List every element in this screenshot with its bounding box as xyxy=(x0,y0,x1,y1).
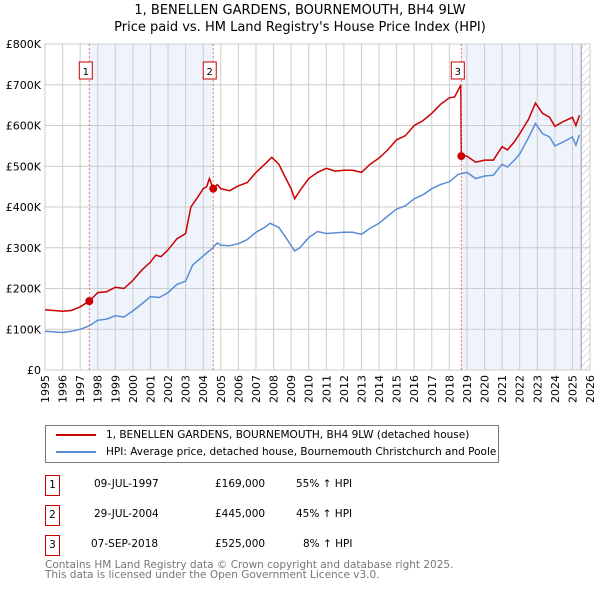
legend-swatch-property xyxy=(56,434,96,436)
legend-swatch-hpi xyxy=(56,451,96,453)
sale-number: 2 xyxy=(45,505,60,526)
x-tick-label: 2009 xyxy=(285,375,298,403)
x-tick-label: 2022 xyxy=(514,375,527,403)
legend: 1, BENELLEN GARDENS, BOURNEMOUTH, BH4 9L… xyxy=(45,425,499,463)
x-tick-label: 2024 xyxy=(549,375,562,403)
x-tick-label: 2014 xyxy=(373,375,386,403)
x-tick-label: 2017 xyxy=(426,375,439,403)
y-tick-label: £700K xyxy=(6,79,42,92)
sale-point xyxy=(85,297,94,306)
sale-number: 1 xyxy=(45,475,60,496)
x-tick-label: 2006 xyxy=(232,375,245,403)
sale-date: 29-JUL-2004 xyxy=(94,508,159,520)
x-tick-label: 2001 xyxy=(144,375,157,403)
sale-row: 3 07-SEP-2018 £525,000 8% ↑ HPI xyxy=(45,535,445,556)
legend-label-property: 1, BENELLEN GARDENS, BOURNEMOUTH, BH4 9L… xyxy=(106,429,470,441)
x-tick-label: 2018 xyxy=(443,375,456,403)
legend-label-hpi: HPI: Average price, detached house, Bour… xyxy=(106,446,497,458)
x-tick-label: 2025 xyxy=(566,375,579,403)
sale-label: 3 xyxy=(455,67,461,78)
x-tick-label: 2000 xyxy=(127,375,140,403)
hpi-line xyxy=(44,122,581,334)
x-tick-label: 2005 xyxy=(215,375,228,403)
sale-row: 1 09-JUL-1997 £169,000 55% ↑ HPI xyxy=(45,475,445,496)
sale-hpi-diff: 45% ↑ HPI xyxy=(296,508,353,520)
sale-label-box xyxy=(202,61,217,80)
chart-title: 1, BENELLEN GARDENS, BOURNEMOUTH, BH4 9L… xyxy=(134,3,466,18)
sale-date: 07-SEP-2018 xyxy=(91,538,159,550)
sale-row: 2 29-JUL-2004 £445,000 45% ↑ HPI xyxy=(45,505,445,526)
footer: Contains HM Land Registry data © Crown c… xyxy=(45,559,454,581)
y-tick-label: £500K xyxy=(6,160,42,173)
x-tick-label: 2026 xyxy=(584,375,597,403)
x-tick-label: 1995 xyxy=(39,375,52,403)
y-tick-label: £800K xyxy=(6,38,42,51)
sale-hpi-diff: 55% ↑ HPI xyxy=(296,478,353,490)
y-tick-label: £0 xyxy=(27,364,41,377)
sale-label-box xyxy=(78,61,93,80)
y-tick-label: £600K xyxy=(6,120,42,133)
x-tick-label: 2008 xyxy=(268,375,281,403)
x-tick-label: 2012 xyxy=(338,375,351,403)
property-price-line xyxy=(44,84,581,313)
sale-number: 3 xyxy=(45,535,60,556)
sale-price: £169,000 xyxy=(215,478,266,490)
x-tick-label: 2007 xyxy=(250,375,263,403)
footer-line-1: Contains HM Land Registry data © Crown c… xyxy=(45,559,454,571)
y-tick-label: £300K xyxy=(6,242,42,255)
y-tick-label: £200K xyxy=(6,283,42,296)
x-tick-label: 2015 xyxy=(391,375,404,403)
x-tick-label: 2021 xyxy=(496,375,509,403)
chart-subtitle: Price paid vs. HM Land Registry's House … xyxy=(114,20,486,35)
sale-point xyxy=(457,152,466,161)
x-tick-label: 2003 xyxy=(180,375,193,403)
sale-point xyxy=(209,184,218,193)
sale-label: 2 xyxy=(207,67,213,78)
sale-price: £445,000 xyxy=(215,508,266,520)
x-tick-label: 1996 xyxy=(57,375,70,403)
x-tick-label: 1997 xyxy=(74,375,87,403)
sale-date: 09-JUL-1997 xyxy=(94,478,159,490)
x-tick-label: 2004 xyxy=(197,375,210,403)
x-tick-label: 2019 xyxy=(461,375,474,403)
sale-price: £525,000 xyxy=(215,538,266,550)
x-tick-label: 1999 xyxy=(109,375,122,403)
x-tick-label: 2002 xyxy=(162,375,175,403)
sale-hpi-diff: 8% ↑ HPI xyxy=(303,538,353,550)
x-tick-label: 2020 xyxy=(479,375,492,403)
sale-label: 1 xyxy=(83,67,89,78)
x-tick-label: 2016 xyxy=(408,375,421,403)
sale-label-box xyxy=(450,61,465,80)
y-tick-label: £400K xyxy=(6,201,42,214)
x-tick-label: 2011 xyxy=(320,375,333,403)
x-tick-label: 2010 xyxy=(303,375,316,403)
y-tick-label: £100K xyxy=(6,323,42,336)
x-tick-label: 2013 xyxy=(355,375,368,403)
x-tick-label: 1998 xyxy=(92,375,105,403)
x-tick-label: 2023 xyxy=(531,375,544,403)
footer-line-2: This data is licensed under the Open Gov… xyxy=(45,569,380,581)
price-chart: 1995 1996 1997 1998 1999 2000 2001 2002 2003 2004… xyxy=(6,38,597,403)
